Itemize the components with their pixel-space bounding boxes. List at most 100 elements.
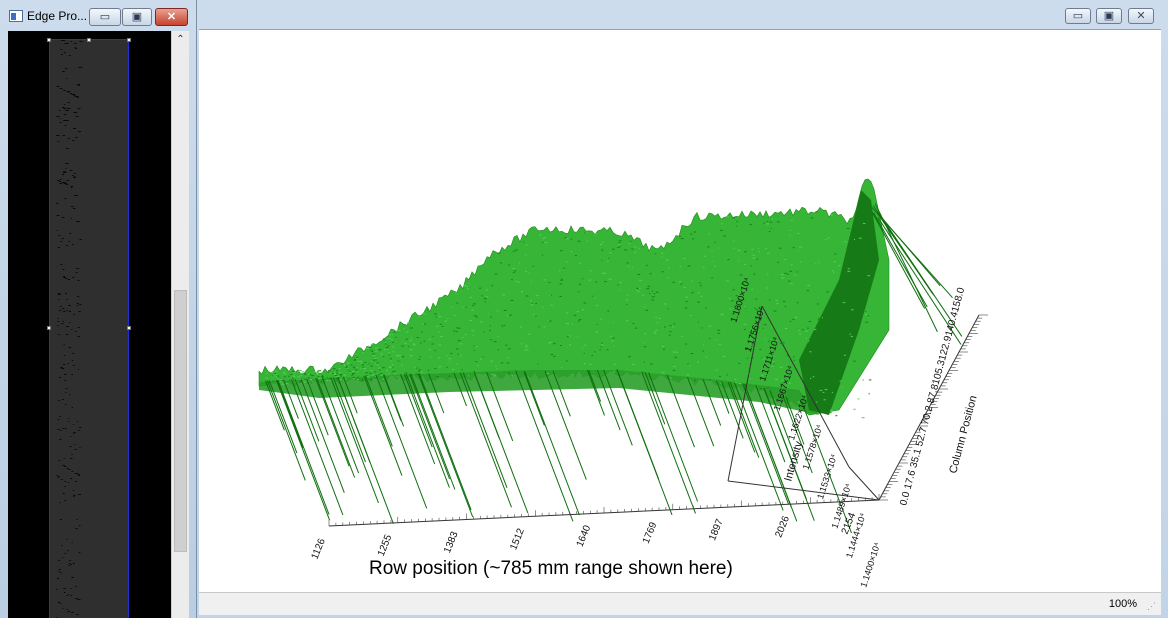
scroll-up-arrow-icon[interactable]: ⌃ <box>176 34 185 45</box>
surface-texture-speck <box>422 313 426 315</box>
surface-texture-speck <box>473 303 476 305</box>
surface-texture-speck <box>814 329 817 331</box>
resize-grip-icon[interactable]: ⋰ <box>1147 601 1156 611</box>
plot-minimize-button[interactable]: ▭ <box>1065 8 1091 24</box>
surface-texture-speck <box>409 349 413 351</box>
surface-texture-speck <box>378 349 382 351</box>
strip-noise-speck <box>64 428 67 429</box>
surface-texture-speck <box>743 323 747 325</box>
vertical-scrollbar[interactable]: ⌃ <box>171 31 189 618</box>
surface-texture-speck <box>744 264 746 265</box>
surface-texture-speck <box>865 321 869 323</box>
surface-texture-speck <box>358 360 361 362</box>
scroll-thumb[interactable] <box>174 290 187 552</box>
surface-texture-speck <box>818 261 820 263</box>
surface-texture-speck <box>362 366 364 368</box>
surface-texture-speck <box>548 320 552 322</box>
surface-texture-speck <box>586 231 588 233</box>
surface-texture-speck <box>357 357 359 359</box>
surface-texture-speck <box>637 287 641 289</box>
surface-texture-speck <box>571 323 573 325</box>
surface-texture-speck <box>361 364 365 366</box>
surface-texture-speck <box>718 247 720 249</box>
selected-image-strip[interactable] <box>49 39 129 618</box>
selection-handle[interactable] <box>127 326 131 330</box>
surface-texture-speck <box>382 338 385 340</box>
surface-texture-speck <box>491 285 494 287</box>
minimize-button[interactable]: ▭ <box>89 8 121 26</box>
surface-texture-speck <box>283 376 286 378</box>
surface-texture <box>265 211 872 419</box>
surface-texture-speck <box>667 267 670 269</box>
surface-texture-speck <box>525 244 528 246</box>
surface-texture-speck <box>493 375 496 377</box>
surface-texture-speck <box>589 270 593 272</box>
edge-image-view[interactable]: ⌃ <box>8 31 189 618</box>
surface-texture-speck <box>293 379 296 381</box>
close-button[interactable]: ✕ <box>155 8 188 26</box>
surface-texture-speck <box>423 340 426 342</box>
selection-handle[interactable] <box>47 38 51 42</box>
selection-handle[interactable] <box>47 326 51 330</box>
surface-texture-speck <box>486 296 489 298</box>
surface-texture-speck <box>396 354 399 356</box>
surface-texture-speck <box>560 279 563 281</box>
surface-texture-speck <box>669 377 672 379</box>
surface-texture-speck <box>720 382 723 384</box>
strip-noise-speck <box>73 112 78 113</box>
surface-texture-speck <box>762 358 765 360</box>
selection-handle[interactable] <box>87 38 91 42</box>
surface-texture-speck <box>583 352 585 354</box>
plot-canvas[interactable]: 1.1400×10⁴ 1.1444×10⁴ 1.1489×10⁴ 1.1533×10⁴… <box>199 29 1161 593</box>
surface-texture-speck <box>366 375 368 376</box>
surface-texture-speck <box>353 368 356 370</box>
surface-texture-speck <box>550 304 553 306</box>
surface-spike <box>332 377 366 463</box>
surface-texture-speck <box>624 249 628 251</box>
surface-spike <box>702 378 722 426</box>
surface-texture-speck <box>771 218 774 220</box>
strip-noise-speck <box>65 163 69 164</box>
surface-texture-speck <box>270 372 273 373</box>
strip-noise-speck <box>77 369 79 370</box>
surface-texture-speck <box>748 334 751 336</box>
plot-maximize-button[interactable]: ▣ <box>1096 8 1122 24</box>
surface-texture-speck <box>548 343 550 345</box>
surface-texture-speck <box>438 366 442 368</box>
surface-texture-speck <box>401 356 405 358</box>
strip-noise-speck <box>57 477 60 478</box>
strip-noise-speck <box>79 494 81 495</box>
surface-texture-speck <box>383 356 385 358</box>
surface-texture-speck <box>548 319 550 321</box>
strip-noise-speck <box>67 421 69 422</box>
surface-texture-speck <box>376 364 379 366</box>
surface-texture-speck <box>343 374 346 376</box>
surface-texture-speck <box>412 343 415 345</box>
surface-texture-speck <box>537 363 539 365</box>
maximize-button[interactable]: ▣ <box>122 8 152 26</box>
surface-texture-speck <box>594 351 596 353</box>
surface-texture-speck <box>851 309 854 311</box>
surface-texture-speck <box>403 324 406 326</box>
strip-noise-speck <box>72 424 74 425</box>
surface-texture-speck <box>463 284 467 286</box>
surface-texture-speck <box>456 327 459 329</box>
surface-texture-speck <box>409 355 413 357</box>
left-window-titlebar[interactable]: Edge Pro... ▭ ▣ ✕ <box>0 0 197 30</box>
surface-texture-speck <box>291 370 295 372</box>
plot-close-button[interactable]: ✕ <box>1128 8 1154 24</box>
surface-texture-speck <box>796 302 799 304</box>
surface-texture-speck <box>684 307 688 309</box>
surface-texture-speck <box>436 376 439 378</box>
surface-texture-speck <box>768 340 770 342</box>
selection-handle[interactable] <box>127 38 131 42</box>
strip-noise-speck <box>70 595 73 596</box>
surface-texture-speck <box>609 252 612 254</box>
surface-spike <box>268 380 298 454</box>
strip-noise-speck <box>71 360 74 361</box>
surface-texture-speck <box>680 238 684 240</box>
surface-texture-speck <box>732 217 735 219</box>
surface-texture-speck <box>809 351 812 353</box>
surface-texture-speck <box>530 300 533 302</box>
strip-noise-speck <box>63 120 66 121</box>
